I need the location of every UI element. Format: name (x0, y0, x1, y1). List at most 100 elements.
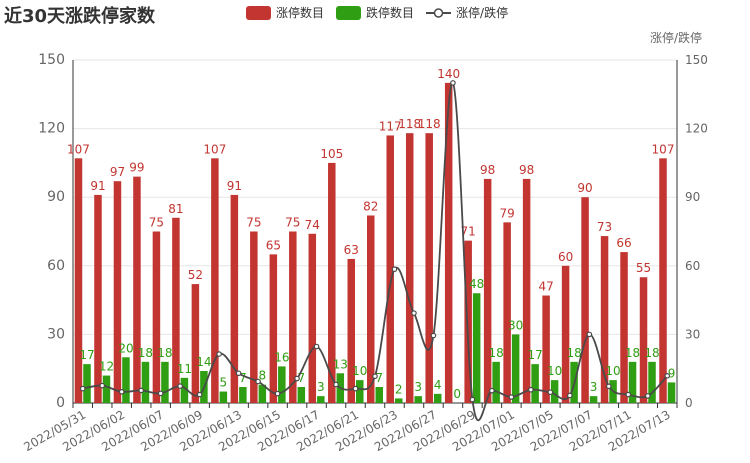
bar-label-limit-down: 13 (333, 357, 348, 371)
y-tick-label-right: 90 (685, 190, 700, 204)
ratio-point (99, 382, 106, 389)
bar-limit-down (511, 334, 520, 403)
ratio-point (118, 388, 125, 395)
bar-label-limit-up: 52 (188, 268, 203, 282)
bar-label-limit-down: 7 (239, 371, 247, 385)
bar-label-limit-down: 8 (259, 369, 267, 383)
bar-label-limit-down: 30 (508, 318, 523, 332)
bar-limit-down (161, 361, 169, 403)
bar-limit-up (289, 231, 297, 403)
ratio-point (430, 332, 437, 339)
ratio-point (79, 385, 86, 392)
ratio-point (294, 375, 300, 382)
legend-label-ratio: 涨停/跌停 (456, 6, 509, 20)
bar-limit-down (550, 380, 559, 403)
ratio-line (82, 81, 668, 422)
y-tick-label-left: 60 (47, 258, 65, 274)
legend-item-limit-up[interactable]: 涨停数目 (246, 4, 324, 21)
bar-label-limit-down: 14 (196, 355, 211, 369)
bar-limit-up (250, 231, 258, 403)
y-tick-label-left: 150 (38, 52, 65, 68)
bar-label-limit-up: 118 (418, 117, 441, 131)
bar-label-limit-up: 65 (266, 238, 281, 252)
bar-label-limit-down: 10 (547, 364, 562, 378)
bar-label-limit-down: 7 (375, 371, 383, 385)
bar-limit-down (278, 366, 286, 403)
ratio-point (489, 387, 495, 394)
bar-limit-down (180, 377, 189, 403)
legend-swatch-limit-up (246, 5, 271, 20)
ratio-point (235, 370, 242, 377)
bar-limit-down (219, 391, 228, 403)
legend-item-ratio[interactable]: 涨停/跌停 (426, 4, 508, 21)
bar-limit-up (386, 135, 394, 403)
bar-limit-up (600, 236, 609, 403)
bar-label-limit-down: 10 (605, 364, 620, 378)
legend-item-limit-down[interactable]: 跌停数目 (336, 4, 414, 21)
bar-limit-down (297, 386, 306, 403)
bar-label-limit-down: 18 (566, 346, 581, 360)
bar-limit-up (113, 181, 122, 403)
bar-label-limit-up: 55 (636, 261, 651, 275)
ratio-point (508, 394, 515, 400)
bar-limit-down (667, 382, 676, 403)
ratio-point (157, 390, 164, 397)
bar-label-limit-up: 107 (652, 142, 675, 156)
bar-limit-down (83, 364, 91, 403)
bar-limit-up (367, 215, 375, 403)
bar-limit-down (472, 293, 481, 403)
bar-limit-up (405, 133, 414, 403)
bar-label-limit-down: 3 (590, 380, 598, 394)
bar-label-limit-down: 48 (469, 277, 484, 291)
bar-label-limit-up: 75 (246, 216, 261, 230)
bar-limit-up (133, 176, 141, 403)
y-tick-label-left: 0 (56, 395, 65, 411)
bar-limit-up (94, 194, 102, 403)
bar-limit-up (503, 222, 511, 403)
bar-label-limit-down: 16 (274, 350, 289, 364)
ratio-point (255, 378, 261, 385)
bar-limit-down (375, 386, 383, 403)
ratio-point (625, 391, 632, 398)
bar-limit-down (102, 375, 111, 403)
ratio-point (644, 393, 651, 399)
bar-label-limit-down: 17 (527, 348, 542, 362)
ratio-point (333, 381, 339, 388)
legend-label-limit-up: 涨停数目 (276, 6, 325, 20)
bar-label-limit-down: 18 (138, 346, 153, 360)
y-tick-label-right: 150 (685, 53, 708, 67)
bar-label-limit-down: 9 (668, 366, 676, 380)
bar-limit-down (433, 393, 442, 403)
ratio-point (274, 390, 281, 397)
bar-limit-up (172, 217, 180, 403)
bar-limit-down (122, 357, 130, 403)
bar-label-limit-up: 105 (320, 147, 343, 161)
ratio-point (138, 387, 144, 394)
y2-axis-label: 涨停/跌停 (650, 30, 702, 45)
legend-line-ratio-icon (426, 7, 452, 18)
y-tick-label-left: 90 (47, 189, 65, 205)
bar-label-limit-up: 75 (285, 216, 300, 230)
bar-label-limit-up: 60 (558, 250, 573, 264)
bar-label-limit-up: 117 (379, 119, 402, 133)
bar-label-limit-up: 140 (437, 67, 460, 81)
legend-label-limit-down: 跌停数目 (366, 6, 415, 20)
ratio-point (586, 331, 593, 338)
bar-label-limit-down: 4 (434, 378, 442, 392)
bar-label-limit-up: 98 (519, 163, 534, 177)
bar-label-limit-up: 98 (480, 163, 495, 177)
ratio-point (664, 372, 671, 379)
bar-limit-up (581, 197, 589, 403)
bar-label-limit-up: 99 (129, 161, 144, 175)
bar-label-limit-up: 90 (577, 181, 592, 195)
y-tick-label-right: 120 (685, 122, 708, 136)
legend-swatch-limit-down (336, 5, 362, 20)
bar-label-limit-down: 3 (414, 380, 422, 394)
y-tick-label-right: 60 (685, 259, 700, 273)
bar-limit-down (239, 386, 247, 403)
bar-limit-up (347, 258, 356, 403)
bar-limit-down (492, 361, 500, 403)
bar-label-limit-down: 10 (352, 364, 367, 378)
bar-limit-up (483, 178, 492, 403)
bar-label-limit-up: 73 (597, 220, 612, 234)
